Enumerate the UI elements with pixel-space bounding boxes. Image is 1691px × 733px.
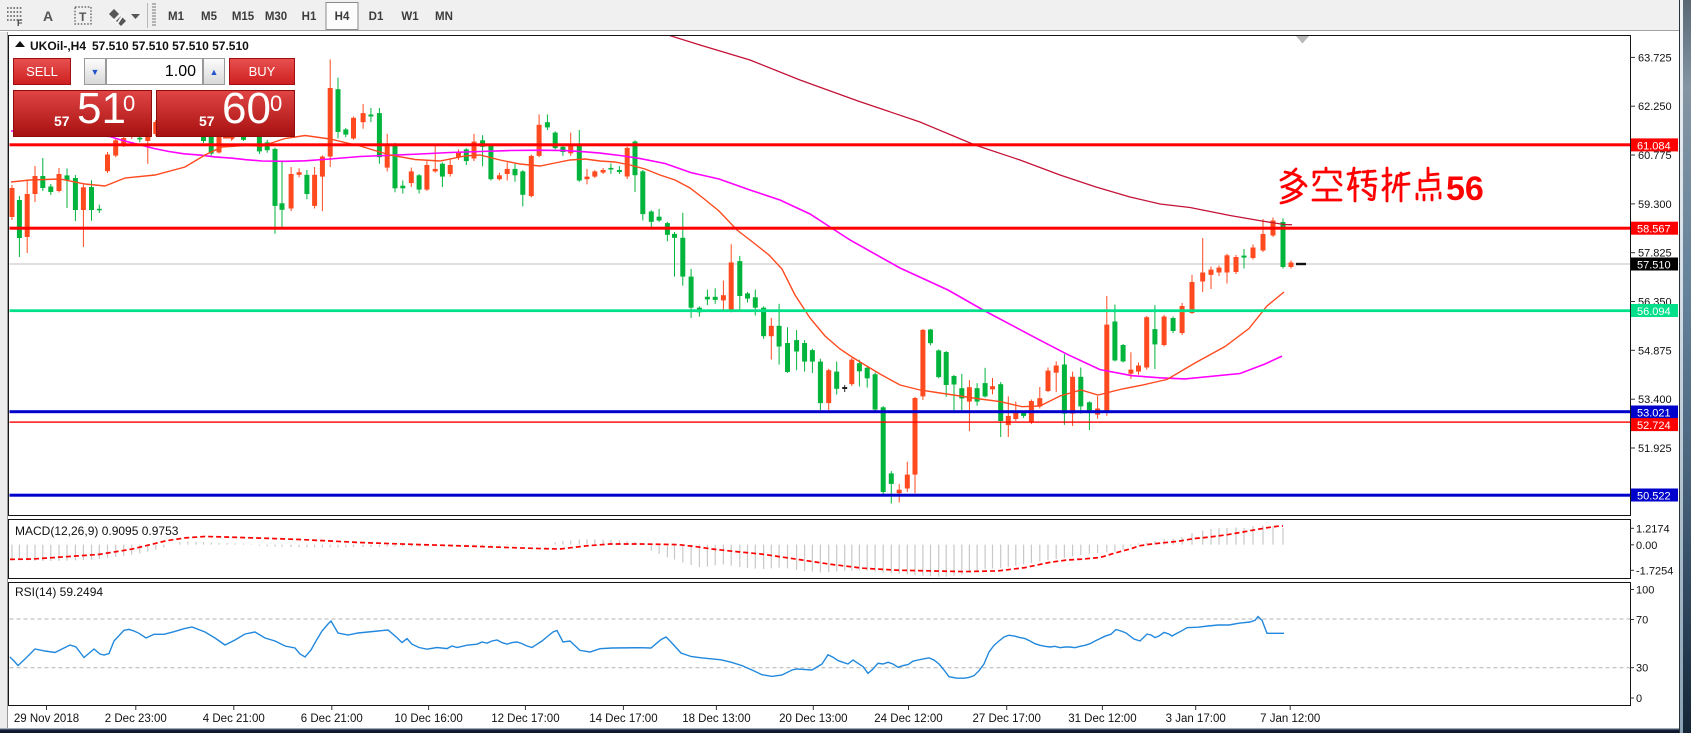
svg-text:A: A: [43, 8, 53, 24]
svg-text:M15: M15: [232, 11, 255, 23]
svg-text:M30: M30: [265, 11, 287, 23]
svg-text:MACD(12,26,9) 0.9095 0.9753: MACD(12,26,9) 0.9095 0.9753: [15, 524, 179, 538]
svg-text:-1.7254: -1.7254: [1636, 565, 1673, 577]
svg-text:56: 56: [1446, 170, 1484, 208]
svg-text:56.094: 56.094: [1637, 306, 1671, 318]
svg-text:53.400: 53.400: [1638, 394, 1672, 406]
svg-text:59.300: 59.300: [1638, 199, 1672, 211]
svg-text:0: 0: [1636, 693, 1642, 705]
svg-text:D1: D1: [369, 11, 384, 23]
svg-text:61.084: 61.084: [1637, 140, 1671, 152]
svg-text:H4: H4: [335, 11, 350, 23]
svg-text:3 Jan 17:00: 3 Jan 17:00: [1166, 713, 1226, 725]
svg-text:62.250: 62.250: [1638, 101, 1672, 113]
svg-text:F: F: [17, 18, 23, 28]
svg-text:H1: H1: [302, 11, 317, 23]
svg-text:18 Dec 13:00: 18 Dec 13:00: [682, 713, 750, 725]
svg-text:RSI(14) 59.2494: RSI(14) 59.2494: [15, 585, 103, 599]
svg-text:53.021: 53.021: [1637, 408, 1671, 420]
svg-text:0.00: 0.00: [1636, 540, 1657, 552]
svg-text:51.925: 51.925: [1638, 443, 1672, 455]
svg-text:31 Dec 12:00: 31 Dec 12:00: [1068, 713, 1136, 725]
svg-text:2 Dec 23:00: 2 Dec 23:00: [105, 713, 167, 725]
svg-text:57.825: 57.825: [1638, 248, 1672, 260]
svg-text:M1: M1: [168, 11, 185, 23]
svg-text:14 Dec 17:00: 14 Dec 17:00: [589, 713, 657, 725]
svg-text:29 Nov 2018: 29 Nov 2018: [14, 713, 79, 725]
svg-text:1.2174: 1.2174: [1636, 523, 1670, 535]
svg-text:57.510 57.510 57.510 57.510: 57.510 57.510 57.510 57.510: [92, 39, 249, 53]
svg-text:27 Dec 17:00: 27 Dec 17:00: [972, 713, 1040, 725]
svg-text:10 Dec 16:00: 10 Dec 16:00: [394, 713, 462, 725]
svg-text:M5: M5: [201, 11, 218, 23]
svg-text:100: 100: [1636, 585, 1654, 597]
svg-text:UKOil-,H4: UKOil-,H4: [30, 39, 86, 53]
svg-text:W1: W1: [401, 11, 419, 23]
svg-text:4 Dec 21:00: 4 Dec 21:00: [203, 713, 265, 725]
svg-text:30: 30: [1636, 663, 1648, 675]
svg-text:70: 70: [1636, 615, 1648, 627]
svg-text:20 Dec 13:00: 20 Dec 13:00: [779, 713, 847, 725]
svg-text:6 Dec 21:00: 6 Dec 21:00: [301, 713, 363, 725]
svg-text:52.724: 52.724: [1637, 420, 1671, 432]
svg-text:24 Dec 12:00: 24 Dec 12:00: [874, 713, 942, 725]
svg-text:7 Jan 12:00: 7 Jan 12:00: [1260, 713, 1320, 725]
svg-text:60.775: 60.775: [1638, 150, 1672, 162]
svg-text:MN: MN: [435, 11, 453, 23]
svg-text:57.510: 57.510: [1637, 260, 1671, 272]
svg-text:T: T: [79, 10, 87, 24]
svg-text:50.522: 50.522: [1637, 491, 1671, 503]
svg-text:63.725: 63.725: [1638, 52, 1672, 64]
svg-text:58.567: 58.567: [1637, 224, 1671, 236]
svg-text:12 Dec 17:00: 12 Dec 17:00: [491, 713, 559, 725]
svg-text:54.875: 54.875: [1638, 345, 1672, 357]
